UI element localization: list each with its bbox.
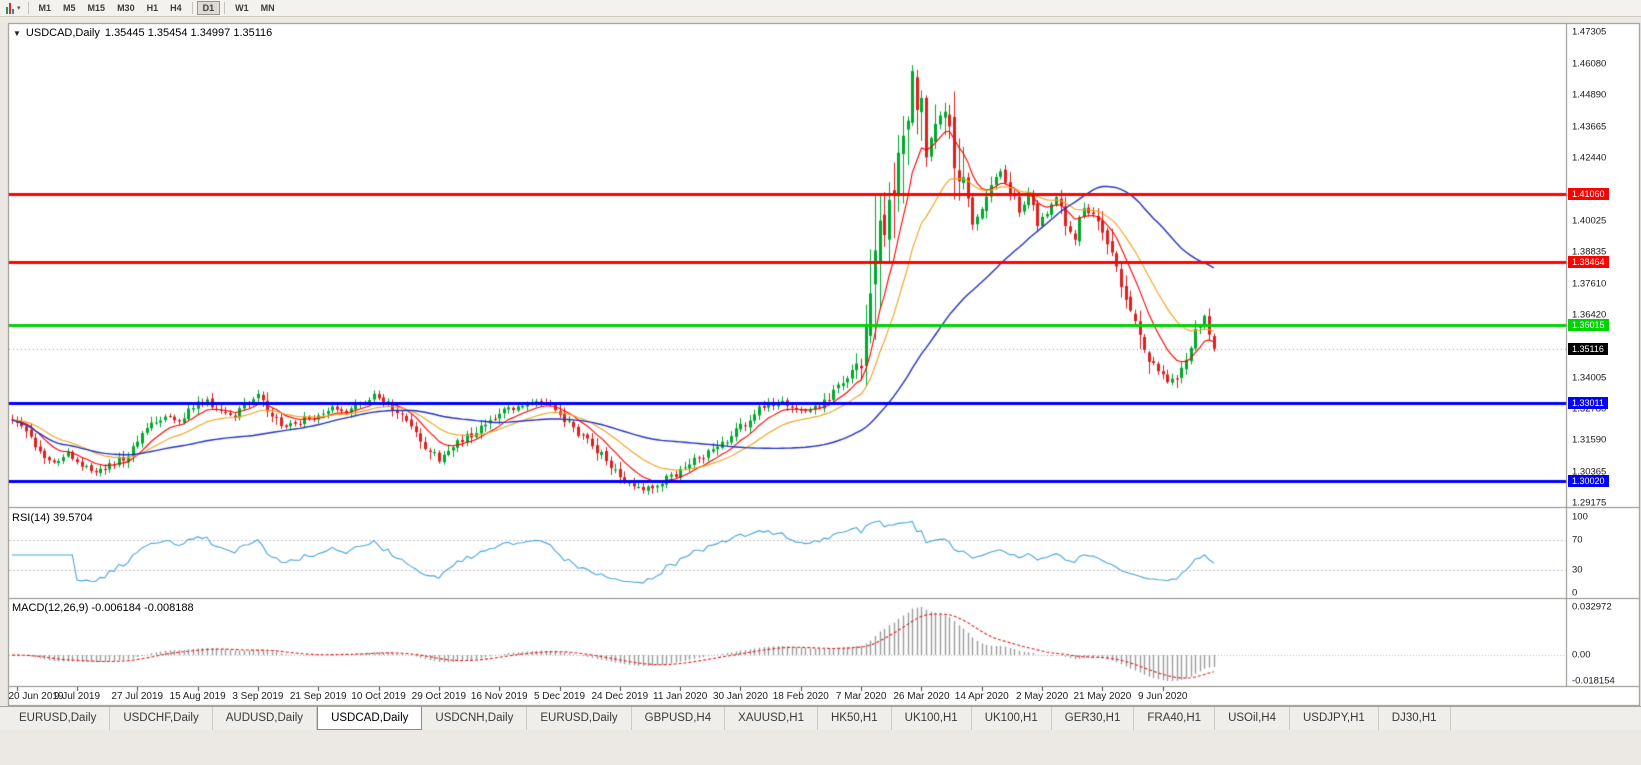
- date-label: 10 Oct 2019: [351, 691, 406, 702]
- date-label: 30 Jan 2020: [712, 691, 768, 702]
- macd-axis-min-label: -0.018154: [1572, 675, 1615, 687]
- date-label: 21 May 2020: [1073, 691, 1132, 702]
- price-tick-label: 1.31590: [1572, 434, 1607, 446]
- level-price-tag: 1.30020: [1568, 475, 1609, 488]
- chart-tab-xauusd-h1[interactable]: XAUUSD,H1: [725, 707, 818, 730]
- price-tick-label: 1.34005: [1572, 372, 1607, 384]
- timeframe-button-m30[interactable]: M30: [117, 3, 135, 13]
- rsi-axis-label: 0: [1572, 587, 1578, 599]
- date-label: 5 Dec 2019: [533, 691, 586, 702]
- date-label: 27 Jul 2019: [111, 691, 164, 702]
- chart-title: ▼ USDCAD,Daily 1.35445 1.35454 1.34997 1…: [13, 27, 272, 39]
- chart-tab-usoil-h4[interactable]: USOil,H4: [1215, 707, 1290, 730]
- timeframe-buttons: M1 M5 M15 M30 H1 H4 D1 W1 MN: [33, 1, 281, 15]
- date-label: 14 Apr 2020: [954, 691, 1009, 702]
- price-tick-label: 1.29175: [1572, 497, 1607, 509]
- price-tick-label: 1.46080: [1572, 58, 1607, 70]
- chart-tab-usdjpy-h1[interactable]: USDJPY,H1: [1290, 707, 1379, 730]
- chart-tab-uk100-h1[interactable]: UK100,H1: [972, 707, 1052, 730]
- ohlc-values: 1.35445 1.35454 1.34997 1.35116: [104, 27, 273, 39]
- date-label: 9 Jul 2019: [53, 691, 101, 702]
- rsi-axis-label: 100: [1572, 511, 1588, 523]
- date-label: 3 Sep 2019: [232, 691, 284, 702]
- price-tick-label: 1.40025: [1572, 215, 1607, 227]
- chart-tabs-bar: EURUSD,Daily USDCHF,Daily AUDUSD,Daily USDC…: [0, 706, 1641, 730]
- timeframe-button-d1[interactable]: D1: [196, 1, 221, 15]
- timeframe-button-mn[interactable]: MN: [260, 3, 275, 13]
- symbol-period-label: USDCAD,Daily: [25, 27, 100, 39]
- timeframe-button-w1[interactable]: W1: [235, 3, 249, 13]
- level-price-tag: 1.36015: [1568, 319, 1609, 332]
- price-tick-label: 1.36420: [1572, 309, 1607, 321]
- macd-axis-zero-label: 0.00: [1572, 649, 1591, 661]
- price-tick-label: 1.30365: [1572, 466, 1607, 478]
- chart-tab-hk50-h1[interactable]: HK50,H1: [818, 707, 892, 730]
- chart-tab-audusd-daily[interactable]: AUDUSD,Daily: [213, 707, 318, 730]
- level-price-tag: 1.38464: [1568, 255, 1609, 268]
- chart-tab-dj30-h1[interactable]: DJ30,H1: [1379, 707, 1451, 730]
- price-tick-label: 1.37610: [1572, 278, 1607, 290]
- chart-tab-usdcnh-daily[interactable]: USDCNH,Daily: [422, 707, 528, 730]
- timeframe-button-m5[interactable]: M5: [63, 3, 76, 13]
- timeframe-button-m15[interactable]: M15: [87, 3, 106, 13]
- dropdown-caret-icon[interactable]: ▾: [17, 5, 21, 12]
- chart-type-icon[interactable]: [6, 2, 14, 14]
- timeframe-button-h1[interactable]: H1: [146, 3, 159, 13]
- date-label: 15 Aug 2019: [169, 691, 226, 702]
- toolbar-separator: [191, 2, 193, 14]
- chart-tab-usdchf-daily[interactable]: USDCHF,Daily: [110, 707, 213, 730]
- price-tick-label: 1.42440: [1572, 152, 1607, 164]
- chart-tab-eurusd-daily[interactable]: EURUSD,Daily: [527, 707, 632, 730]
- status-strip: [0, 730, 1641, 765]
- level-price-tag: 1.33011: [1568, 397, 1608, 410]
- current-price-tag: 1.35116: [1568, 342, 1608, 355]
- price-tick-label: 1.47305: [1572, 26, 1607, 38]
- rsi-axis-label: 70: [1572, 534, 1583, 546]
- timeframe-button-m1[interactable]: M1: [38, 3, 52, 13]
- chart-tab-usdcad-daily[interactable]: USDCAD,Daily: [317, 707, 423, 730]
- price-tick-label: 1.44890: [1572, 89, 1607, 101]
- chart-tab-ger30-h1[interactable]: GER30,H1: [1052, 707, 1135, 730]
- toolbar-separator: [224, 2, 226, 14]
- macd-indicator-label: MACD(12,26,9) -0.006184 -0.008188: [12, 602, 194, 614]
- date-label: 18 Feb 2020: [772, 691, 829, 702]
- collapse-arrow-icon[interactable]: ▼: [13, 28, 21, 38]
- date-label: 26 Mar 2020: [893, 691, 950, 702]
- date-label: 11 Jan 2020: [653, 691, 708, 702]
- date-label: 2 May 2020: [1015, 691, 1069, 702]
- date-label: 24 Dec 2019: [591, 691, 649, 702]
- timeframe-toolbar: ▾ M1 M5 M15 M30 H1 H4 D1 W1 MN: [0, 0, 1641, 17]
- date-label: 29 Oct 2019: [411, 691, 467, 702]
- price-tick-label: 1.32780: [1572, 403, 1607, 415]
- date-label: 20 Jun 2019: [8, 691, 64, 702]
- date-label: 21 Sep 2019: [289, 691, 347, 702]
- price-tick-label: 1.43665: [1572, 121, 1607, 133]
- rsi-indicator-label: RSI(14) 39.5704: [12, 512, 93, 524]
- date-label: 7 Mar 2020: [835, 691, 887, 702]
- chart-tab-gbpusd-h4[interactable]: GBPUSD,H4: [632, 707, 726, 730]
- chart-tab-eurusd-daily[interactable]: EURUSD,Daily: [6, 707, 111, 730]
- price-tick-label: 1.38835: [1572, 246, 1607, 258]
- date-label: 16 Nov 2019: [470, 691, 528, 702]
- date-label: 9 Jun 2020: [1137, 691, 1188, 702]
- toolbar-separator: [27, 2, 29, 14]
- timeframe-button-h4[interactable]: H4: [170, 3, 182, 13]
- rsi-axis-label: 30: [1572, 564, 1583, 576]
- chart-tab-fra40-h1[interactable]: FRA40,H1: [1134, 707, 1216, 730]
- level-price-tag: 1.41060: [1568, 188, 1609, 201]
- macd-axis-max-label: 0.032972: [1572, 601, 1612, 613]
- chart-tab-uk100-h1[interactable]: UK100,H1: [892, 707, 972, 730]
